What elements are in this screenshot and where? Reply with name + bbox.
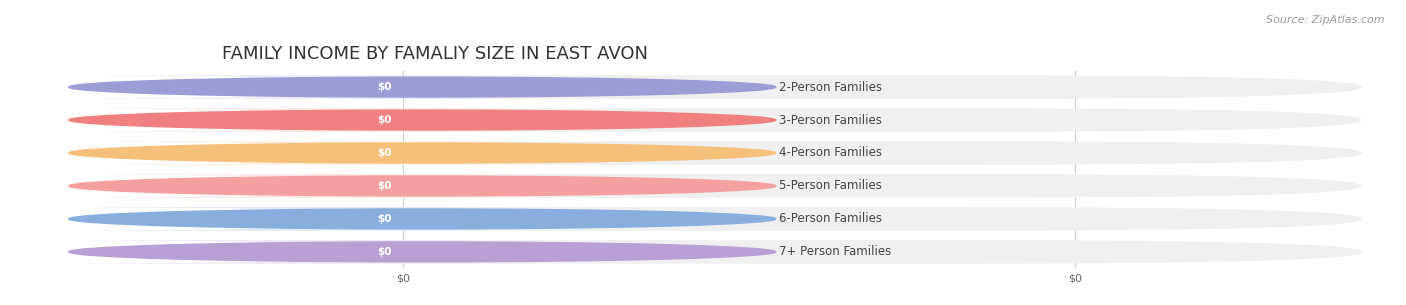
FancyBboxPatch shape <box>0 141 637 165</box>
FancyBboxPatch shape <box>197 111 572 129</box>
Circle shape <box>69 176 776 196</box>
FancyBboxPatch shape <box>0 174 637 198</box>
Text: $0: $0 <box>377 214 392 224</box>
Text: 2-Person Families: 2-Person Families <box>779 81 883 94</box>
Circle shape <box>69 110 776 130</box>
FancyBboxPatch shape <box>228 207 1362 231</box>
Text: $0: $0 <box>377 82 392 92</box>
Circle shape <box>69 77 776 97</box>
Text: 6-Person Families: 6-Person Families <box>779 212 883 225</box>
FancyBboxPatch shape <box>197 243 572 261</box>
FancyBboxPatch shape <box>228 174 1362 198</box>
Text: $0: $0 <box>377 247 392 257</box>
Text: 7+ Person Families: 7+ Person Families <box>779 245 891 258</box>
FancyBboxPatch shape <box>0 108 637 132</box>
FancyBboxPatch shape <box>0 207 637 231</box>
Text: Source: ZipAtlas.com: Source: ZipAtlas.com <box>1267 15 1385 25</box>
FancyBboxPatch shape <box>0 75 637 99</box>
Text: $0: $0 <box>377 148 392 158</box>
FancyBboxPatch shape <box>197 177 572 195</box>
FancyBboxPatch shape <box>228 108 1362 132</box>
Circle shape <box>69 209 776 229</box>
FancyBboxPatch shape <box>228 240 1362 264</box>
Circle shape <box>69 242 776 262</box>
Circle shape <box>69 143 776 163</box>
FancyBboxPatch shape <box>197 144 572 162</box>
FancyBboxPatch shape <box>197 78 572 96</box>
Text: $0: $0 <box>377 115 392 125</box>
FancyBboxPatch shape <box>197 210 572 228</box>
Text: 3-Person Families: 3-Person Families <box>779 113 882 127</box>
FancyBboxPatch shape <box>0 240 637 264</box>
Text: 4-Person Families: 4-Person Families <box>779 146 883 160</box>
Text: FAMILY INCOME BY FAMALIY SIZE IN EAST AVON: FAMILY INCOME BY FAMALIY SIZE IN EAST AV… <box>222 45 648 63</box>
Text: 5-Person Families: 5-Person Families <box>779 179 882 192</box>
FancyBboxPatch shape <box>228 75 1362 99</box>
Text: $0: $0 <box>377 181 392 191</box>
FancyBboxPatch shape <box>228 141 1362 165</box>
